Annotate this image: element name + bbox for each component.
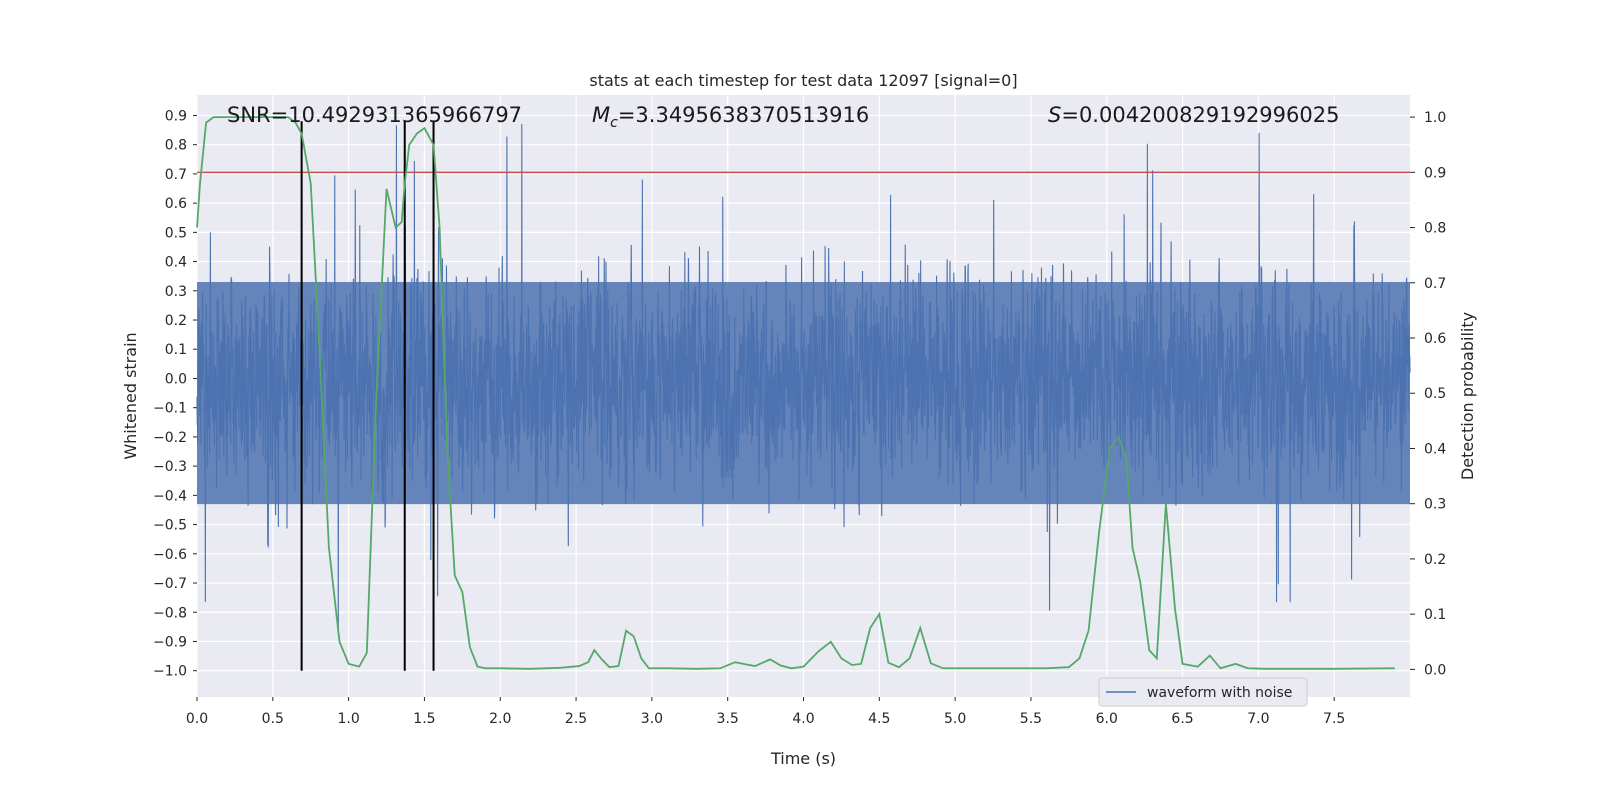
y-right-tick-label: 0.8 [1424,221,1446,237]
mc-value: =3.3495638370513916 [618,103,869,127]
x-tick-label: 5.5 [1020,711,1042,727]
y-tick-label: 0.4 [165,255,187,271]
mc-symbol: M [592,103,610,127]
y-axis-label: Whitened strain [121,332,140,459]
x-tick-label: 7.0 [1247,711,1269,727]
y-tick-label: −0.4 [153,488,187,504]
legend-label-waveform: waveform with noise [1147,685,1292,701]
y-right-tick-label: 0.4 [1424,441,1446,457]
y-tick-label: 0.3 [165,284,187,300]
x-tick-label: 1.0 [337,711,359,727]
chirp-mass-annotation: Mc=3.3495638370513916 [592,103,869,131]
y-tick-label: −0.8 [153,605,187,621]
x-tick-label: 3.5 [717,711,739,727]
y-right-tick-label: 0.6 [1424,331,1446,347]
y-tick-label: −0.6 [153,547,187,563]
y-tick-label: −0.9 [153,634,187,650]
y-tick-label: 0.7 [165,167,187,183]
y-tick-label: −1.0 [153,664,187,680]
waveform-core-band [197,282,1410,505]
x-tick-label: 4.5 [868,711,890,727]
y-tick-label: −0.2 [153,430,187,446]
y-tick-label: 0.0 [165,371,187,387]
y-right-tick-label: 1.0 [1424,110,1446,126]
y-right-tick-label: 0.5 [1424,386,1446,402]
y-tick-label: −0.1 [153,401,187,417]
y-tick-label: 0.6 [165,196,187,212]
mc-subscript: c [610,115,618,131]
legend: waveform with noise [1098,677,1308,707]
y-right-tick-label: 0.7 [1424,276,1446,292]
x-tick-label: 3.0 [641,711,663,727]
y-axis-right-label: Detection probability [1458,312,1477,480]
waveform-with-noise-series [196,123,1411,634]
y-right-tick-label: 0.3 [1424,497,1446,513]
x-tick-label: 2.5 [565,711,587,727]
y-right-tick-label: 0.2 [1424,552,1446,568]
x-tick-label: 6.5 [1171,711,1193,727]
y-tick-label: 0.1 [165,342,187,358]
y-tick-label: −0.3 [153,459,187,475]
x-tick-label: 7.5 [1323,711,1345,727]
y-tick-label: 0.8 [165,138,187,154]
y-tick-label: 0.5 [165,225,187,241]
detection-probability-line [196,116,1395,670]
x-tick-label: 0.5 [262,711,284,727]
y-tick-label: 0.9 [165,108,187,124]
overlay-layer [196,116,1410,671]
y-tick-label: 0.2 [165,313,187,329]
s-annotation: S=0.004200829192996025 [1048,103,1339,127]
y-right-tick-label: 0.9 [1424,165,1446,181]
x-axis-label: Time (s) [770,749,836,768]
legend-box [1098,677,1308,707]
y-tick-label: −0.5 [153,518,187,534]
y-tick-label: −0.7 [153,576,187,592]
snr-annotation: SNR=10.492931365966797 [227,103,522,127]
x-tick-label: 5.0 [944,711,966,727]
y-right-tick-label: 0.0 [1424,662,1446,678]
x-tick-label: 1.5 [413,711,435,727]
x-tick-label: 2.0 [489,711,511,727]
x-tick-label: 6.0 [1096,711,1118,727]
ticks: 0.0 0.5 1.0 1.5 2.0 2.5 3.0 3.5 4.0 4.5 5.0 5.5 6.0 6… [153,108,1446,727]
s-symbol: S [1048,103,1061,127]
x-tick-label: 0.0 [186,711,208,727]
y-right-tick-label: 0.1 [1424,607,1446,623]
s-value: =0.004200829192996025 [1061,103,1339,127]
x-tick-label: 4.0 [792,711,814,727]
chart-title: stats at each timestep for test data 120… [589,71,1017,90]
